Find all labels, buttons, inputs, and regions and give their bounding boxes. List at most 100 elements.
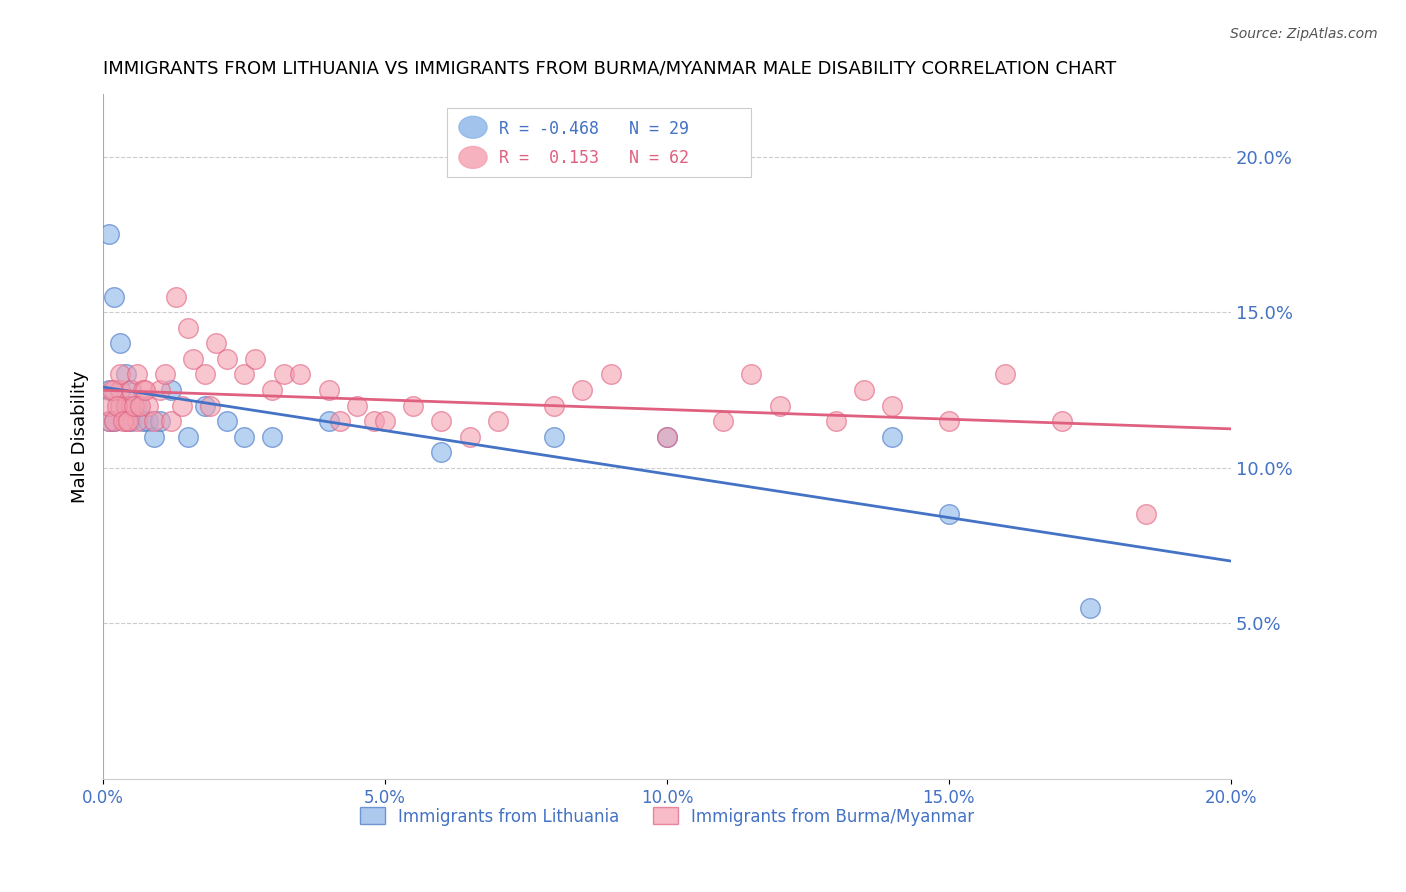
Point bbox=[711, 414, 734, 428]
Point bbox=[740, 368, 762, 382]
Point bbox=[136, 399, 159, 413]
Text: R = -0.468   N = 29: R = -0.468 N = 29 bbox=[499, 120, 689, 137]
Point bbox=[148, 414, 170, 428]
Point bbox=[103, 383, 125, 397]
Point bbox=[273, 368, 295, 382]
Point bbox=[125, 399, 148, 413]
Point bbox=[599, 368, 621, 382]
Point bbox=[114, 399, 136, 413]
Point bbox=[108, 336, 131, 351]
Point bbox=[108, 368, 131, 382]
Point bbox=[131, 383, 153, 397]
Point bbox=[114, 414, 136, 428]
Legend: Immigrants from Lithuania, Immigrants from Burma/Myanmar: Immigrants from Lithuania, Immigrants fr… bbox=[353, 801, 981, 832]
Ellipse shape bbox=[458, 146, 486, 169]
Point bbox=[122, 399, 145, 413]
Point bbox=[170, 399, 193, 413]
Point bbox=[318, 383, 340, 397]
Point bbox=[217, 414, 239, 428]
Point bbox=[374, 414, 396, 428]
Text: R =  0.153   N = 62: R = 0.153 N = 62 bbox=[499, 149, 689, 167]
Point bbox=[853, 383, 876, 397]
Point bbox=[100, 383, 122, 397]
Y-axis label: Male Disability: Male Disability bbox=[72, 370, 89, 503]
Point bbox=[120, 383, 142, 397]
Point bbox=[103, 414, 125, 428]
Text: Source: ZipAtlas.com: Source: ZipAtlas.com bbox=[1230, 27, 1378, 41]
Point bbox=[543, 399, 565, 413]
Point bbox=[458, 430, 481, 444]
Point bbox=[486, 414, 509, 428]
Point bbox=[142, 414, 165, 428]
Point bbox=[159, 383, 181, 397]
Point bbox=[134, 383, 156, 397]
Bar bbox=[447, 108, 751, 177]
Point bbox=[346, 399, 368, 413]
Point bbox=[194, 399, 217, 413]
Point bbox=[103, 290, 125, 304]
Point bbox=[117, 414, 139, 428]
Point bbox=[994, 368, 1017, 382]
Point bbox=[318, 414, 340, 428]
Point bbox=[430, 445, 453, 459]
Point bbox=[183, 351, 205, 366]
Point bbox=[200, 399, 222, 413]
Point bbox=[108, 383, 131, 397]
Point bbox=[769, 399, 792, 413]
Point bbox=[111, 414, 134, 428]
Point bbox=[825, 414, 848, 428]
Point bbox=[131, 414, 153, 428]
Point bbox=[1050, 414, 1073, 428]
Point bbox=[120, 383, 142, 397]
Point bbox=[205, 336, 228, 351]
Point bbox=[938, 414, 960, 428]
Point bbox=[571, 383, 593, 397]
Point bbox=[882, 399, 904, 413]
Point bbox=[402, 399, 425, 413]
Point bbox=[120, 414, 142, 428]
Point bbox=[329, 414, 352, 428]
Text: IMMIGRANTS FROM LITHUANIA VS IMMIGRANTS FROM BURMA/MYANMAR MALE DISABILITY CORRE: IMMIGRANTS FROM LITHUANIA VS IMMIGRANTS … bbox=[103, 60, 1116, 78]
Point bbox=[103, 414, 125, 428]
Point bbox=[108, 399, 131, 413]
Point bbox=[142, 430, 165, 444]
Point bbox=[136, 414, 159, 428]
Point bbox=[176, 320, 198, 334]
Point bbox=[148, 383, 170, 397]
Point bbox=[543, 430, 565, 444]
Point bbox=[363, 414, 385, 428]
Point bbox=[128, 399, 150, 413]
Point bbox=[176, 430, 198, 444]
Point bbox=[108, 399, 131, 413]
Point bbox=[97, 399, 120, 413]
Point bbox=[120, 399, 142, 413]
Point bbox=[97, 227, 120, 242]
Point bbox=[233, 430, 256, 444]
Point bbox=[194, 368, 217, 382]
Point bbox=[938, 508, 960, 522]
Point bbox=[245, 351, 267, 366]
Point bbox=[262, 430, 284, 444]
Point bbox=[233, 368, 256, 382]
Point bbox=[262, 383, 284, 397]
Point bbox=[125, 368, 148, 382]
Point bbox=[105, 399, 128, 413]
Point bbox=[1078, 600, 1101, 615]
Point bbox=[655, 430, 678, 444]
Point bbox=[430, 414, 453, 428]
Point bbox=[655, 430, 678, 444]
Point bbox=[1135, 508, 1157, 522]
Point bbox=[97, 414, 120, 428]
Point bbox=[882, 430, 904, 444]
Point bbox=[159, 414, 181, 428]
Point bbox=[165, 290, 187, 304]
Point bbox=[290, 368, 312, 382]
Point bbox=[97, 383, 120, 397]
Point bbox=[125, 414, 148, 428]
Ellipse shape bbox=[458, 116, 486, 138]
Point bbox=[114, 399, 136, 413]
Point bbox=[217, 351, 239, 366]
Point bbox=[153, 368, 176, 382]
Point bbox=[114, 368, 136, 382]
Point bbox=[97, 414, 120, 428]
